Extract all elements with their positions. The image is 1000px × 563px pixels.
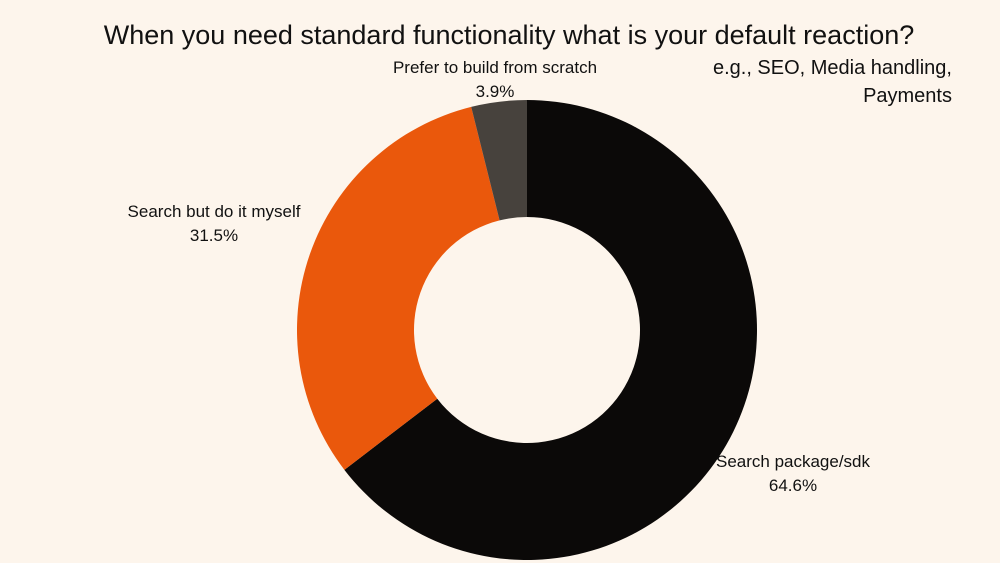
slice-label-name: Search package/sdk xyxy=(715,452,871,471)
slice-search-package-sdk xyxy=(344,100,757,560)
slice-prefer-to-build-from-scratch xyxy=(471,100,527,221)
slice-label-name: Search but do it myself xyxy=(127,202,301,221)
slice-label: Prefer to build from scratch 3.9% xyxy=(393,56,597,104)
slice-label: Search package/sdk 64.6% xyxy=(716,450,870,498)
chart-title: When you need standard functionality wha… xyxy=(103,20,915,50)
slice-label-name: Prefer to build from scratch xyxy=(392,58,598,77)
slice-search-but-do-it-myself xyxy=(297,106,500,470)
chart-subtitle: e.g., SEO, Media handling, Payments xyxy=(712,57,952,107)
donut-slices xyxy=(297,100,757,560)
slice-label: Search but do it myself 31.5% xyxy=(128,200,301,248)
slice-label-value: 3.9% xyxy=(475,82,515,101)
slice-label-value: 64.6% xyxy=(768,476,818,495)
slice-label-value: 31.5% xyxy=(189,226,239,245)
